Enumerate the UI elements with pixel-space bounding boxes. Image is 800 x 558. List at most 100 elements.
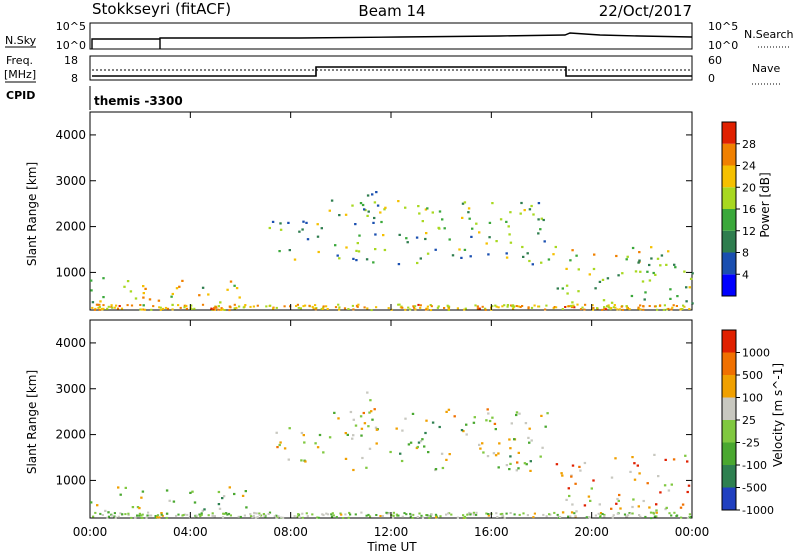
data-cell: [351, 204, 354, 207]
power-colorbar: 28 24 20 16 12 8 4: [721, 121, 756, 297]
data-cell: [316, 223, 319, 226]
ground-scatter-cell: [312, 307, 315, 310]
ground-scatter-cell: [326, 513, 330, 516]
data-cell: [621, 272, 624, 275]
data-cell: [431, 211, 434, 214]
ground-scatter-cell: [296, 303, 299, 306]
data-cell: [674, 266, 677, 269]
data-cell: [646, 270, 649, 273]
ground-scatter-cell: [421, 516, 425, 519]
ground-scatter-cell: [98, 303, 101, 306]
data-cell: [539, 228, 542, 231]
data-cell: [338, 214, 341, 217]
ground-scatter-cell: [98, 306, 101, 308]
ground-scatter-cell: [207, 514, 210, 517]
ground-scatter-cell: [530, 306, 534, 309]
data-cell: [508, 438, 511, 441]
ground-scatter-cell: [579, 308, 583, 311]
ground-scatter-cell: [146, 514, 149, 517]
data-cell: [463, 201, 467, 204]
data-cell: [424, 208, 428, 211]
data-cell: [384, 206, 387, 209]
data-cell: [529, 460, 532, 463]
ground-scatter-cell: [456, 307, 459, 310]
ground-scatter-cell: [429, 514, 432, 517]
ground-scatter-cell: [484, 308, 487, 311]
data-cell: [615, 254, 618, 258]
data-cell: [91, 301, 95, 304]
ground-scatter-cell: [360, 511, 363, 514]
ground-scatter-cell: [472, 511, 475, 514]
ground-scatter-cell: [301, 512, 304, 515]
ground-scatter-cell: [337, 303, 340, 306]
data-cell: [235, 287, 239, 290]
data-cell: [648, 279, 652, 282]
ground-scatter-cell: [194, 514, 197, 517]
data-cell: [638, 472, 641, 475]
ground-scatter-cell: [113, 512, 116, 515]
data-cell: [372, 261, 375, 264]
ground-scatter-cell: [447, 308, 450, 311]
ground-scatter-cell: [113, 515, 116, 518]
nsky-tick-low: 10^0: [56, 39, 86, 52]
ground-scatter-cell: [487, 513, 490, 515]
ground-scatter-cell: [311, 305, 314, 308]
data-cell: [438, 210, 442, 213]
ground-scatter-cell: [625, 305, 628, 308]
data-cell: [228, 486, 231, 489]
data-cell: [528, 441, 531, 444]
data-cell: [537, 218, 540, 221]
data-cell: [238, 296, 241, 299]
data-cell: [508, 233, 511, 236]
ground-scatter-cell: [450, 513, 453, 516]
ground-scatter-cell: [686, 517, 689, 519]
data-cell: [425, 419, 428, 422]
ground-scatter-cell: [99, 512, 102, 515]
data-cell: [494, 428, 497, 431]
data-cell: [418, 212, 421, 215]
data-cell: [142, 296, 145, 299]
data-cell: [587, 495, 591, 498]
ground-scatter-cell: [258, 514, 261, 516]
data-cell: [521, 245, 524, 249]
ground-scatter-cell: [130, 516, 133, 519]
data-cell: [126, 280, 130, 283]
ground-scatter-cell: [591, 304, 594, 307]
data-cell: [330, 199, 334, 202]
ground-scatter-cell: [114, 516, 117, 519]
beam-title: Beam 14: [358, 2, 425, 20]
ground-scatter-cell: [211, 512, 214, 515]
nsky-tick-high: 10^5: [56, 20, 86, 33]
data-cell: [518, 412, 521, 415]
ground-scatter-cell: [428, 517, 431, 519]
data-cell: [217, 490, 221, 494]
ground-scatter-cell: [642, 308, 645, 311]
data-cell: [144, 287, 147, 290]
colorbar-tick-label: 4: [742, 268, 749, 281]
ground-scatter-cell: [585, 516, 588, 519]
data-cell: [352, 468, 355, 472]
nsky-trace: [91, 32, 693, 49]
data-cell: [485, 419, 488, 422]
data-cell: [117, 486, 120, 489]
ground-scatter-cell: [322, 306, 325, 309]
ground-scatter-cell: [252, 514, 255, 517]
ground-scatter-cell: [574, 514, 577, 517]
ground-scatter-cell: [130, 304, 134, 307]
data-cell: [367, 210, 370, 213]
data-cell: [119, 493, 122, 496]
data-cell: [515, 469, 518, 472]
ground-scatter-cell: [612, 306, 615, 309]
data-cell: [328, 209, 331, 212]
ground-scatter-cell: [275, 514, 278, 517]
ground-scatter-cell: [596, 307, 599, 310]
ground-scatter-cell: [158, 306, 161, 309]
data-cell: [333, 411, 336, 414]
ground-scatter-cell: [305, 512, 308, 515]
ground-scatter-cell: [689, 516, 692, 518]
data-cell: [375, 191, 378, 194]
data-cell: [441, 218, 444, 221]
data-cell: [142, 292, 145, 295]
ground-scatter-cell: [249, 305, 252, 308]
data-cell: [360, 434, 363, 437]
